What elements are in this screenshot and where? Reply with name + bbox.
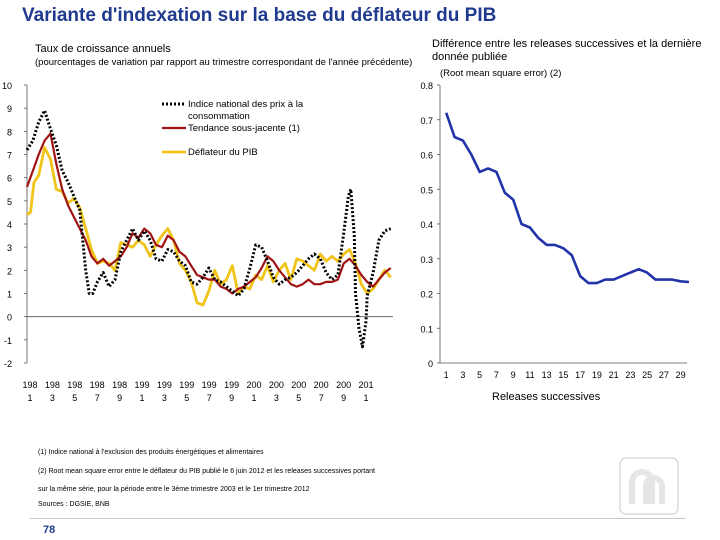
left-x-tick-label: 5	[296, 393, 301, 403]
right-y-tick-label: 0.1	[420, 324, 433, 334]
right-x-tick-label: 13	[542, 370, 552, 380]
left-x-tick-label: 7	[207, 393, 212, 403]
left-y-tick-label: 4	[7, 220, 12, 230]
right-x-tick-label: 21	[609, 370, 619, 380]
left-x-tick-label: 7	[95, 393, 100, 403]
right-y-tick-label: 0.6	[420, 151, 433, 161]
left-y-tick-label: 1	[7, 290, 12, 300]
right-chart-note: (Root mean square error) (2)	[440, 68, 562, 79]
left-y-tick-label: -2	[4, 359, 12, 369]
right-x-tick-label: 29	[676, 370, 686, 380]
left-x-tick-label: 199	[224, 380, 239, 390]
left-x-tick-label: 9	[117, 393, 122, 403]
left-x-tick-label: 198	[67, 380, 82, 390]
inflation-line-chart: 109876543210-1-2198119831985198719891991…	[2, 81, 393, 403]
left-x-tick-label: 1	[251, 393, 256, 403]
right-x-tick-label: 27	[659, 370, 669, 380]
left-x-tick-label: 198	[22, 380, 37, 390]
left-x-tick-label: 200	[291, 380, 306, 390]
right-x-tick-label: 11	[525, 370, 534, 380]
rmse-line-chart: 0.80.70.60.50.40.30.20.101 3 5 7 9 11 13 15 17 19…	[420, 81, 690, 380]
left-y-tick-label: 3	[7, 243, 12, 253]
footnote-source: Sources : DGSIE, BNB	[38, 501, 110, 508]
left-x-tick-label: 1	[363, 393, 368, 403]
left-x-tick-label: 201	[358, 380, 373, 390]
left-x-tick-label: 5	[184, 393, 189, 403]
footnote-2a: (2) Root mean square error entre le défl…	[38, 468, 375, 475]
legend-label-core: Tendance sous-jacente (1)	[188, 123, 300, 134]
left-y-tick-label: 2	[7, 266, 12, 276]
left-x-tick-label: 199	[157, 380, 172, 390]
left-x-tick-label: 200	[246, 380, 261, 390]
left-x-tick-label: 200	[314, 380, 329, 390]
right-x-tick-label: 1	[444, 370, 449, 380]
left-x-tick-label: 3	[50, 393, 55, 403]
legend-label-cpi-2: consommation	[188, 111, 250, 122]
right-chart-x-axis-title: Releases successives	[492, 391, 601, 403]
right-x-tick-label: 25	[642, 370, 652, 380]
left-y-tick-label: 10	[2, 81, 12, 91]
right-x-tick-label: 5	[477, 370, 482, 380]
right-y-tick-label: 0.3	[420, 255, 433, 265]
right-x-tick-label: 7	[494, 370, 499, 380]
left-y-tick-label: 0	[7, 313, 12, 323]
left-x-tick-label: 3	[274, 393, 279, 403]
left-x-tick-label: 199	[134, 380, 149, 390]
right-y-tick-label: 0.7	[420, 116, 433, 126]
left-y-tick-label: 6	[7, 174, 12, 184]
right-x-tick-label: 23	[625, 370, 635, 380]
footer-bar	[30, 518, 686, 540]
right-x-tick-label: 9	[511, 370, 516, 380]
right-chart-subtitle: Différence entre les releases successive…	[432, 38, 702, 63]
footnote-2b: sur la même série, pour la période entre…	[38, 486, 310, 493]
right-y-tick-label: 0.8	[420, 81, 433, 91]
left-y-tick-label: 9	[7, 104, 12, 114]
footnote-1: (1) Indice national à l'exclusion des pr…	[38, 449, 264, 456]
left-x-tick-label: 198	[112, 380, 127, 390]
left-x-tick-label: 5	[72, 393, 77, 403]
left-chart-subtitle: Taux de croissance annuels	[35, 43, 171, 55]
left-x-tick-label: 3	[162, 393, 167, 403]
core-inflation-series-line	[25, 132, 392, 295]
right-y-tick-label: 0.2	[420, 290, 433, 300]
left-x-tick-label: 7	[319, 393, 324, 403]
rmse-series-line	[444, 112, 690, 285]
right-x-tick-label: 19	[592, 370, 602, 380]
right-x-tick-label: 17	[575, 370, 585, 380]
right-x-tick-label: 15	[558, 370, 568, 380]
right-y-tick-label: 0.4	[420, 220, 433, 230]
right-y-tick-label: 0	[428, 359, 433, 369]
cpi-series-line	[25, 109, 392, 349]
left-y-tick-label: 8	[7, 127, 12, 137]
left-x-tick-label: 9	[229, 393, 234, 403]
gdp-deflator-series-line	[26, 146, 392, 307]
left-x-tick-label: 1	[27, 393, 32, 403]
legend-label-cpi: Indice national des prix à la	[188, 99, 304, 110]
left-x-tick-label: 199	[202, 380, 217, 390]
page-title: Variante d'indexation sur la base du déf…	[22, 5, 497, 26]
left-x-tick-label: 9	[341, 393, 346, 403]
left-x-tick-label: 1	[139, 393, 144, 403]
left-x-tick-label: 198	[90, 380, 105, 390]
left-x-tick-label: 199	[179, 380, 194, 390]
left-y-tick-label: 5	[7, 197, 12, 207]
bank-logo-icon	[619, 457, 679, 515]
left-x-tick-label: 200	[336, 380, 351, 390]
left-chart-note: (pourcentages de variation par rapport a…	[35, 57, 413, 68]
page-number: 78	[43, 524, 56, 536]
legend-label-deflator: Déflateur du PIB	[188, 147, 258, 158]
left-y-tick-label: 7	[7, 151, 12, 161]
left-y-tick-label: -1	[4, 336, 12, 346]
left-x-tick-label: 198	[45, 380, 60, 390]
left-x-tick-label: 200	[269, 380, 284, 390]
right-y-tick-label: 0.5	[420, 185, 433, 195]
right-x-tick-label: 3	[460, 370, 465, 380]
